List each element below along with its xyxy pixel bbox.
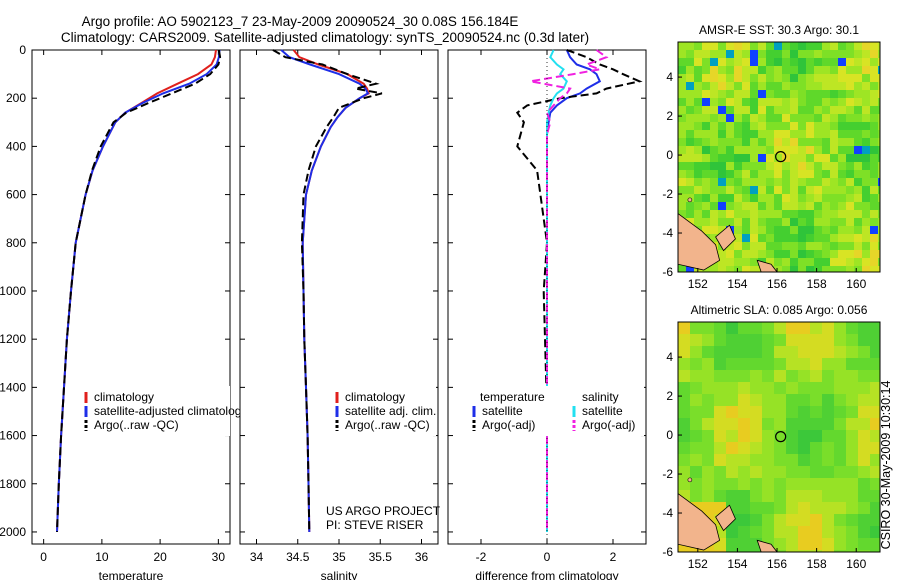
temperature-ytick-label: 1600 — [0, 429, 26, 443]
salinity-chart: 34 34.5 35 35.5 36 salinity climatologysatelli… — [239, 49, 441, 580]
sla-ytick-label: 4 — [666, 350, 673, 364]
sla-ytick-label: -4 — [662, 506, 673, 520]
temperature-ytick-label: 1800 — [0, 477, 26, 491]
difference-chart: -2 0 2 difference from climatology temperatu… — [447, 49, 647, 580]
sst-argo-location-marker — [775, 151, 787, 163]
temperature-ytick-label: 2000 — [0, 525, 26, 539]
temperature-ytick-label: 200 — [6, 91, 26, 105]
temperature-xtick-label: 30 — [212, 550, 226, 564]
difference-xtick-label: -2 — [476, 550, 487, 564]
difference-xtick-label: 2 — [610, 550, 617, 564]
salinity-legend-item-label: satellite adj. clim. — [345, 404, 436, 418]
salinity-xtick-label: 35 — [332, 550, 346, 564]
sla-land-new-ireland — [715, 504, 736, 532]
sst-map: 152 154 156 158 160 -6 -4 -2 0 2 4 AMSR-E SST: 30.3… — [662, 23, 881, 291]
sst-ytick-label: 0 — [666, 148, 673, 162]
sla-title: Altimetric SLA: 0.085 Argo: 0.056 — [691, 303, 868, 317]
difference-legend: temperature salinitysatelliteArgo(-adj)sa… — [470, 386, 644, 436]
difference-legend-sal-sat-label: satellite — [582, 404, 623, 418]
sla-ytick-label: -2 — [662, 467, 673, 481]
sst-map-frame — [677, 41, 881, 273]
difference-legend-bg — [470, 386, 644, 436]
sla-map-frame — [677, 321, 881, 553]
salinity-annotation: US ARGO PROJECT — [326, 504, 441, 518]
temperature-axes-frame — [31, 49, 231, 545]
salinity-legend-item-label: Argo(..raw -QC) — [345, 418, 430, 432]
sst-xtick-label: 154 — [727, 277, 747, 291]
temperature-ytick-label: 1000 — [0, 284, 26, 298]
salinity-legend-item-label: climatology — [345, 390, 405, 404]
sla-xtick-label: 160 — [846, 557, 866, 571]
salinity-xtick-label: 34.5 — [286, 550, 310, 564]
temperature-legend-bg — [76, 386, 230, 436]
sst-xtick-label: 158 — [807, 277, 827, 291]
difference-xlabel: difference from climatology — [475, 569, 618, 580]
temperature-ytick-label: 600 — [6, 188, 26, 202]
sst-xtick-label: 160 — [846, 277, 866, 291]
salinity-xtick-label: 35.5 — [369, 550, 393, 564]
figure-title-line1: Argo profile: AO 5902123_7 23-May-2009 2… — [82, 14, 519, 29]
sst-ytick-label: -4 — [662, 226, 673, 240]
salinity-series-argo-raw-qc- — [272, 49, 383, 533]
salinity-xtick-label: 34 — [250, 550, 264, 564]
sla-ytick-label: -6 — [662, 545, 673, 559]
temperature-legend-item-label: climatology — [94, 390, 154, 404]
difference-xtick-label: 0 — [544, 550, 551, 564]
sst-heatmap-cells — [678, 42, 881, 273]
figure-title-line2: Climatology: CARS2009. Satellite-adjuste… — [61, 30, 589, 45]
temperature-chart: 0 10 20 30 0 200 400 600 800 1000 1200 1400 1600 1800… — [0, 43, 247, 580]
difference-legend-temp-sat-label: satellite — [482, 404, 523, 418]
sst-land-new-ireland — [715, 224, 736, 252]
sst-ytick-label: 2 — [666, 109, 673, 123]
sla-xtick-label: 152 — [688, 557, 708, 571]
sst-ytick-label: 4 — [666, 70, 673, 84]
sla-xtick-label: 156 — [767, 557, 787, 571]
side-timestamp-label: CSIRO 30-May-2009 10:30:14 — [879, 381, 893, 550]
temperature-ytick-label: 800 — [6, 236, 26, 250]
salinity-annotation: PI: STEVE RISER — [326, 518, 424, 532]
salinity-xtick-label: 36 — [415, 550, 429, 564]
sst-xtick-label: 156 — [767, 277, 787, 291]
difference-legend-temp-title: temperature — [480, 390, 545, 404]
salinity-axes-frame — [239, 49, 439, 545]
temperature-xtick-label: 20 — [153, 550, 167, 564]
temperature-xtick-label: 10 — [95, 550, 109, 564]
sla-xtick-label: 154 — [727, 557, 747, 571]
difference-series-temperature-argo-adj- — [515, 49, 643, 532]
sla-ytick-label: 0 — [666, 428, 673, 442]
salinity-xlabel: salinity — [321, 569, 358, 580]
sst-title: AMSR-E SST: 30.3 Argo: 30.1 — [699, 23, 859, 37]
sst-land-islet — [687, 197, 693, 203]
temperature-xtick-label: 0 — [40, 550, 47, 564]
temperature-ytick-label: 1200 — [0, 332, 26, 346]
sla-map: 152 154 156 158 160 -6 -4 -2 0 2 4 Altimetric SLA: … — [662, 303, 881, 571]
sla-xtick-label: 158 — [807, 557, 827, 571]
temperature-series-argo-raw-qc- — [56, 49, 222, 533]
sst-ytick-label: -6 — [662, 265, 673, 279]
temperature-legend-item-label: satellite-adjusted climatology — [94, 404, 247, 418]
sla-argo-location-marker — [775, 431, 787, 443]
temperature-legend-item-label: Argo(..raw -QC) — [94, 418, 179, 432]
difference-legend-sal-title: salinity — [582, 390, 619, 404]
temperature-ytick-label: 0 — [19, 43, 26, 57]
difference-legend-temp-argo-label: Argo(-adj) — [482, 418, 535, 432]
sla-land-islet — [687, 477, 693, 483]
temperature-xlabel: temperature — [99, 569, 164, 580]
sla-ytick-label: 2 — [666, 389, 673, 403]
sst-xtick-label: 152 — [688, 277, 708, 291]
temperature-ytick-label: 400 — [6, 139, 26, 153]
salinity-legend-bg — [328, 386, 436, 436]
difference-legend-sal-argo-label: Argo(-adj) — [582, 418, 635, 432]
temperature-ytick-label: 1400 — [0, 380, 26, 394]
sst-ytick-label: -2 — [662, 187, 673, 201]
sla-heatmap-cells — [678, 322, 881, 553]
